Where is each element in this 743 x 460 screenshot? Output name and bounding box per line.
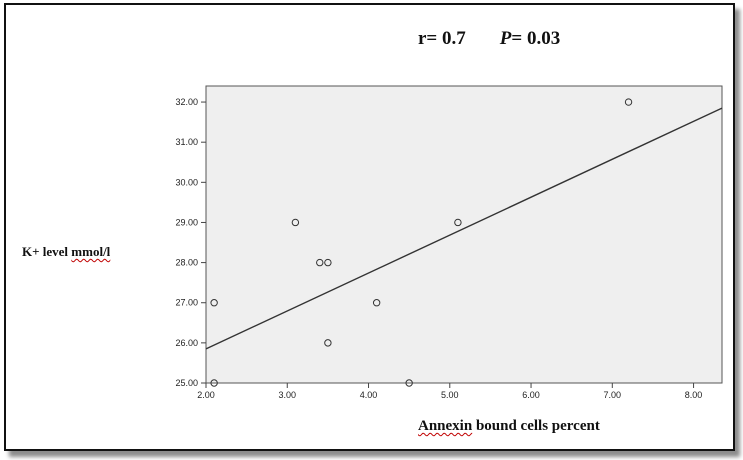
data-point bbox=[372, 299, 381, 307]
y-tick-label: 27.00 bbox=[175, 298, 198, 308]
y-tick-label: 25.00 bbox=[175, 378, 198, 388]
data-point bbox=[316, 258, 324, 267]
x-axis-label: Annexin bound cells percent bbox=[418, 418, 600, 435]
data-point bbox=[405, 379, 413, 387]
y-tick-label: 28.00 bbox=[175, 258, 198, 268]
x-tick-label: 2.00 bbox=[197, 390, 215, 400]
y-axis-label-unit: mmol/l bbox=[71, 244, 111, 259]
x-tick-label: 3.00 bbox=[278, 390, 296, 400]
data-point bbox=[210, 379, 218, 387]
x-tick-label: 6.00 bbox=[522, 390, 540, 400]
p-label: P bbox=[499, 28, 512, 49]
r-value: r= 0.7 bbox=[418, 28, 466, 49]
y-axis-label-main: K+ level bbox=[22, 244, 72, 259]
x-axis-ticks: 2.00 3.00 4.00 5.00 6.00 7.00 8.00 bbox=[197, 383, 702, 400]
x-tick-label: 5.00 bbox=[441, 390, 459, 400]
y-tick-label: 29.00 bbox=[175, 217, 198, 227]
y-axis-ticks: 25.00 26.00 27.00 28.00 29.00 30.00 31.00 32.00 bbox=[175, 97, 206, 388]
data-point bbox=[210, 299, 218, 307]
correlation-annotation: r= 0.7 P= 0.03 bbox=[418, 28, 560, 50]
x-tick-label: 8.00 bbox=[685, 390, 703, 400]
x-tick-label: 7.00 bbox=[604, 390, 622, 400]
y-tick-label: 31.00 bbox=[175, 137, 198, 147]
y-tick-label: 30.00 bbox=[175, 177, 198, 187]
plot-area bbox=[205, 85, 723, 384]
data-point bbox=[324, 339, 332, 347]
regression-line bbox=[205, 107, 723, 350]
data-point bbox=[624, 98, 633, 106]
data-point bbox=[291, 218, 300, 227]
y-tick-label: 26.00 bbox=[175, 338, 198, 348]
y-tick-label: 32.00 bbox=[175, 97, 198, 107]
data-point bbox=[324, 258, 332, 267]
x-axis-label-rest: bound cells percent bbox=[472, 418, 600, 434]
data-point bbox=[454, 218, 462, 227]
data-points bbox=[210, 98, 633, 387]
y-axis-label: K+ level mmol/l bbox=[22, 244, 110, 260]
x-tick-label: 4.00 bbox=[360, 390, 378, 400]
x-axis-label-annexin: Annexin bbox=[418, 418, 473, 434]
p-value: = 0.03 bbox=[511, 28, 561, 49]
